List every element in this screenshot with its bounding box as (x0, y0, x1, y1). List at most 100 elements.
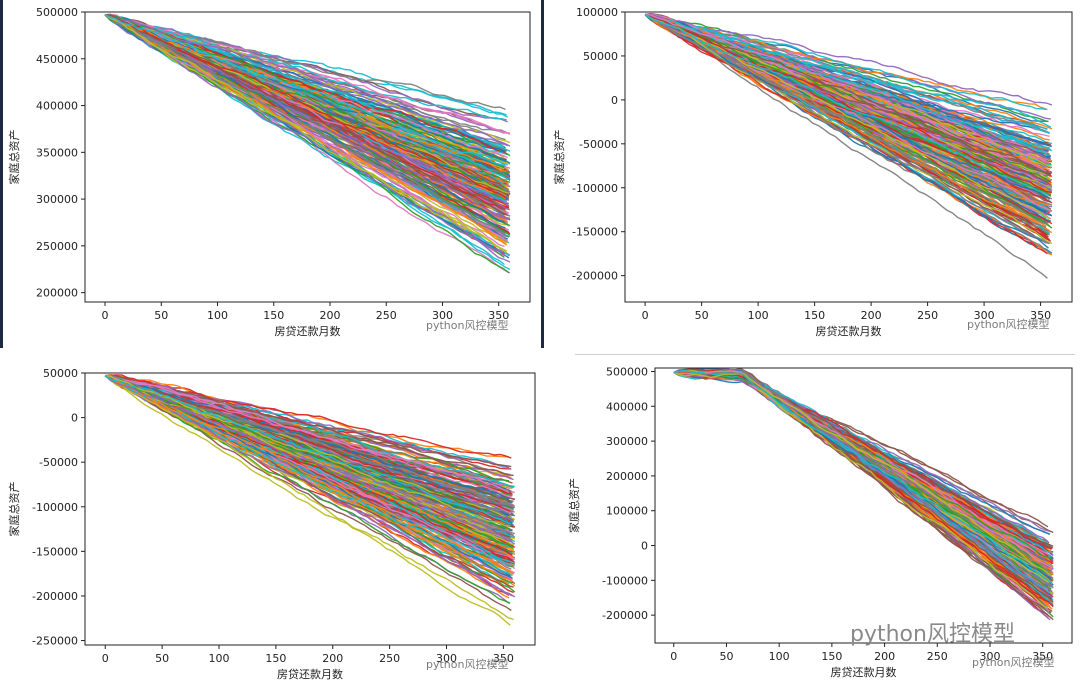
series-line (104, 375, 511, 626)
y-axis-label: 家庭总资产 (552, 130, 566, 185)
x-tick-label: 200 (861, 309, 882, 322)
x-tick-label: 150 (265, 652, 286, 665)
series-line (105, 374, 512, 459)
y-tick-label: -100000 (32, 501, 78, 514)
series-line (105, 375, 513, 557)
y-tick-label: -50000 (39, 456, 78, 469)
x-tick-label: 100 (207, 309, 228, 322)
series-line (644, 13, 1049, 245)
series-line (645, 13, 1053, 152)
series-group (104, 373, 516, 626)
series-line (644, 13, 1049, 226)
series-line (645, 13, 1047, 162)
y-axis-label: 家庭总资产 (7, 130, 21, 185)
chart-panel-bottom-left: 0 50 100 150 200 250 300 350 -250000 -200000 -1500… (0, 358, 545, 684)
y-tick-label: 200000 (36, 287, 78, 300)
y-tick-label: 350000 (36, 146, 78, 159)
series-group (644, 12, 1053, 279)
series-group (104, 13, 511, 274)
series-line (104, 14, 507, 253)
y-tick-label: 0 (611, 94, 618, 107)
series-line (105, 375, 512, 498)
series-line (104, 14, 509, 226)
x-tick-label: 50 (695, 309, 709, 322)
watermark-text-bottom-right: python风控模型 (972, 656, 1055, 669)
series-line (104, 14, 507, 172)
panel-divider-horizontal (575, 354, 1075, 355)
x-tick-label: 200 (319, 309, 340, 322)
series-line (644, 14, 1049, 196)
series-line (644, 13, 1048, 111)
y-tick-label: 50000 (583, 50, 618, 63)
series-line (673, 369, 1053, 585)
chart-panel-top-left: 0 50 100 150 200 250 300 350 200000 250000 300000 3… (0, 0, 540, 348)
x-tick-label: 50 (719, 650, 733, 663)
x-axis-label: 房贷还款月数 (831, 665, 897, 679)
x-axis-label: 房贷还款月数 (816, 324, 882, 338)
y-tick-label: 0 (71, 412, 78, 425)
series-line (104, 14, 511, 147)
watermark-text-top-right: python风控模型 (967, 318, 1050, 331)
series-line (644, 13, 1048, 123)
series-line (673, 370, 1050, 594)
plot-border (84, 372, 536, 646)
x-tick-label: 0 (102, 652, 109, 665)
series-line (644, 13, 1052, 177)
chart-bottom-left: 0 50 100 150 200 250 300 350 -250000 -200000 -1500… (7, 367, 536, 681)
series-line (644, 13, 1053, 245)
x-tick-label: 300 (979, 650, 1000, 663)
x-axis-label: 房贷还款月数 (275, 324, 341, 338)
x-tick-label: 0 (670, 650, 677, 663)
y-tick-label: 100000 (576, 6, 618, 19)
watermark-text-bottom-right-large: python风控模型 (850, 622, 1015, 647)
y-tick-label: 400000 (36, 100, 78, 113)
series-line (104, 14, 507, 121)
series-line (644, 13, 1048, 255)
x-tick-label: 250 (376, 309, 397, 322)
series-line (644, 14, 1051, 220)
x-tick-label: 0 (102, 309, 109, 322)
x-tick-label: 100 (769, 650, 790, 663)
y-tick-label: -50000 (579, 138, 618, 151)
y-axis-label: 家庭总资产 (7, 482, 21, 537)
series-line (105, 375, 510, 494)
y-tick-label: -200000 (572, 270, 618, 283)
series-line (104, 14, 511, 271)
chart-panel-top-right: 0 50 100 150 200 250 300 350 -200000 -150000 -1000… (545, 0, 1080, 348)
y-tick-label: -150000 (32, 545, 78, 558)
watermark-text-bottom-left: python风控模型 (426, 658, 509, 671)
x-tick-label: 150 (804, 309, 825, 322)
y-tick-label: 500000 (36, 6, 78, 19)
x-tick-label: 350 (1032, 650, 1053, 663)
y-tick-label: 250000 (36, 240, 78, 253)
series-group (673, 367, 1054, 621)
y-tick-label: -100000 (572, 182, 618, 195)
series-line (104, 14, 506, 211)
series-line (104, 14, 508, 246)
series-line (104, 375, 514, 621)
x-axis-label: 房贷还款月数 (277, 667, 343, 681)
series-line (105, 375, 511, 512)
x-tick-label: 300 (432, 309, 453, 322)
y-tick-label: -100000 (602, 574, 648, 587)
y-tick-label: 50000 (43, 367, 78, 380)
x-tick-label: 250 (917, 309, 938, 322)
x-tick-label: 350 (1030, 309, 1051, 322)
series-line (104, 375, 513, 575)
y-tick-label: -200000 (602, 609, 648, 622)
y-tick-label: 400000 (606, 400, 648, 413)
x-tick-label: 100 (209, 652, 230, 665)
series-line (105, 375, 510, 530)
series-line (644, 13, 1052, 197)
panel-divider-vertical (541, 0, 544, 348)
series-line (104, 375, 512, 520)
y-tick-label: -200000 (32, 590, 78, 603)
series-line (644, 13, 1052, 128)
y-tick-label: 100000 (606, 505, 648, 518)
y-tick-label: 300000 (606, 435, 648, 448)
series-line (104, 14, 505, 168)
x-tick-label: 200 (322, 652, 343, 665)
y-tick-label: -150000 (572, 226, 618, 239)
series-line (104, 14, 508, 123)
x-tick-label: 250 (379, 652, 400, 665)
